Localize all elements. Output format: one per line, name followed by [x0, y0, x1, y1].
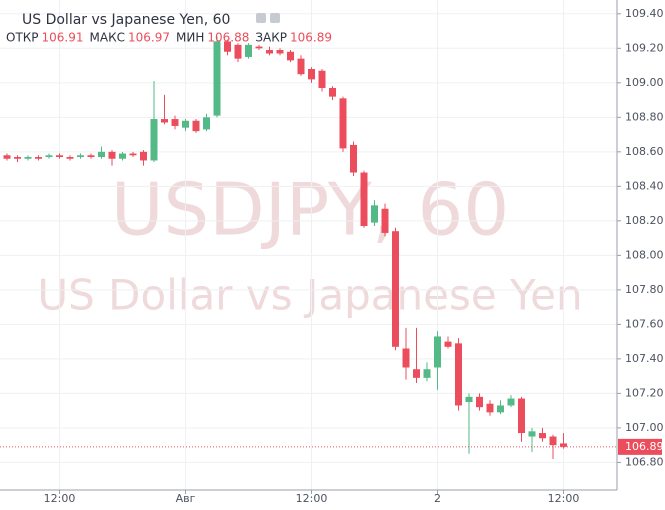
candle-body [381, 208, 389, 233]
x-tick-label: Авг [176, 492, 196, 505]
y-tick-label: 108.80 [625, 110, 664, 123]
candle-body [150, 119, 158, 161]
candle-body [98, 151, 105, 158]
candle-body [560, 443, 567, 447]
candle-body [465, 396, 473, 403]
ohlc-header: ОТКР 106.91 МАКС 106.97 МИН 106.88 ЗАКР 106.89 [6, 31, 332, 45]
candle-body [434, 336, 441, 368]
candle-body [45, 155, 53, 158]
candle-body [350, 144, 357, 173]
candle-body [161, 119, 168, 123]
candle-body [119, 153, 126, 159]
candle-body [56, 155, 63, 158]
x-tick-label: 12:00 [296, 492, 328, 505]
candle-body [455, 343, 462, 406]
candle-body [287, 51, 294, 61]
candle-body [308, 69, 315, 80]
candle-body [360, 172, 368, 227]
y-tick-label: 109.00 [625, 76, 664, 89]
candle-body [66, 157, 74, 159]
candle-body [171, 119, 179, 126]
ohlc-value: 106.97 [128, 31, 170, 45]
y-tick-label: 107.20 [625, 386, 664, 399]
ohlc-value: 106.89 [290, 31, 332, 45]
candle-body [528, 431, 536, 437]
y-tick-label: 107.00 [625, 421, 664, 434]
ohlc-value: 106.88 [207, 31, 249, 45]
ohlc-value: 106.91 [42, 31, 84, 45]
candle-body [213, 41, 221, 116]
candles: 106.89 [0, 36, 664, 459]
candle-body [518, 398, 525, 434]
close-icon[interactable] [270, 13, 280, 23]
x-tick-label: 12:00 [548, 492, 580, 505]
candle-body [413, 369, 420, 378]
watermark-name: US Dollar vs Japanese Yen [37, 271, 582, 320]
candle-body [140, 151, 147, 161]
x-tick-label: 2 [434, 492, 441, 505]
candle-body [486, 403, 494, 413]
settings-icon[interactable] [256, 13, 266, 23]
y-tick-label: 107.80 [625, 283, 664, 296]
candle-body [507, 398, 515, 406]
candle-body [329, 87, 336, 97]
watermark-symbol: USDJPY, 60 [111, 168, 509, 252]
last-price-box [618, 438, 662, 455]
y-tick-label: 109.20 [625, 41, 664, 54]
y-tick-label: 106.80 [625, 455, 664, 468]
candle-body [77, 155, 84, 158]
candle-body [539, 433, 546, 439]
candle-body [129, 153, 137, 156]
candle-body [24, 157, 32, 159]
candle-body [497, 405, 504, 413]
candle-body [371, 205, 378, 223]
last-price-label: 106.89 [625, 440, 664, 453]
candle-body [234, 44, 242, 59]
y-tick-label: 108.40 [625, 179, 664, 192]
y-tick-label: 107.40 [625, 352, 664, 365]
candle-body [14, 157, 21, 159]
candle-body [423, 369, 431, 378]
y-tick-label: 108.60 [625, 145, 664, 158]
candle-body [35, 157, 42, 159]
candle-body [192, 120, 200, 132]
y-tick-label: 107.60 [625, 317, 664, 330]
candle-body [255, 46, 263, 49]
candle-body [182, 120, 189, 128]
candle-body [318, 70, 326, 88]
candle-body [245, 44, 252, 57]
ohlc-label: МИН [176, 31, 204, 45]
candle-body [108, 151, 116, 159]
ohlc-label: ОТКР [6, 31, 39, 45]
x-tick-label: 12:00 [44, 492, 76, 505]
candle-body [402, 348, 410, 368]
candle-body [276, 50, 284, 54]
candle-body [224, 41, 231, 52]
candle-body [3, 155, 11, 159]
candle-body [392, 231, 399, 347]
y-tick-label: 108.00 [625, 248, 664, 261]
candle-body [87, 155, 95, 158]
chart-title: US Dollar vs Japanese Yen, 60 [22, 12, 230, 28]
candle-body [339, 98, 347, 149]
ohlc-label: МАКС [90, 31, 125, 45]
candle-body [203, 117, 210, 130]
candle-body [297, 58, 305, 75]
candle-body [549, 436, 557, 446]
y-tick-label: 109.40 [625, 7, 664, 20]
y-tick-label: 108.20 [625, 214, 664, 227]
candle-body [444, 341, 452, 347]
ohlc-label: ЗАКР [255, 31, 287, 45]
candle-body [266, 50, 273, 54]
candle-body [476, 396, 483, 408]
